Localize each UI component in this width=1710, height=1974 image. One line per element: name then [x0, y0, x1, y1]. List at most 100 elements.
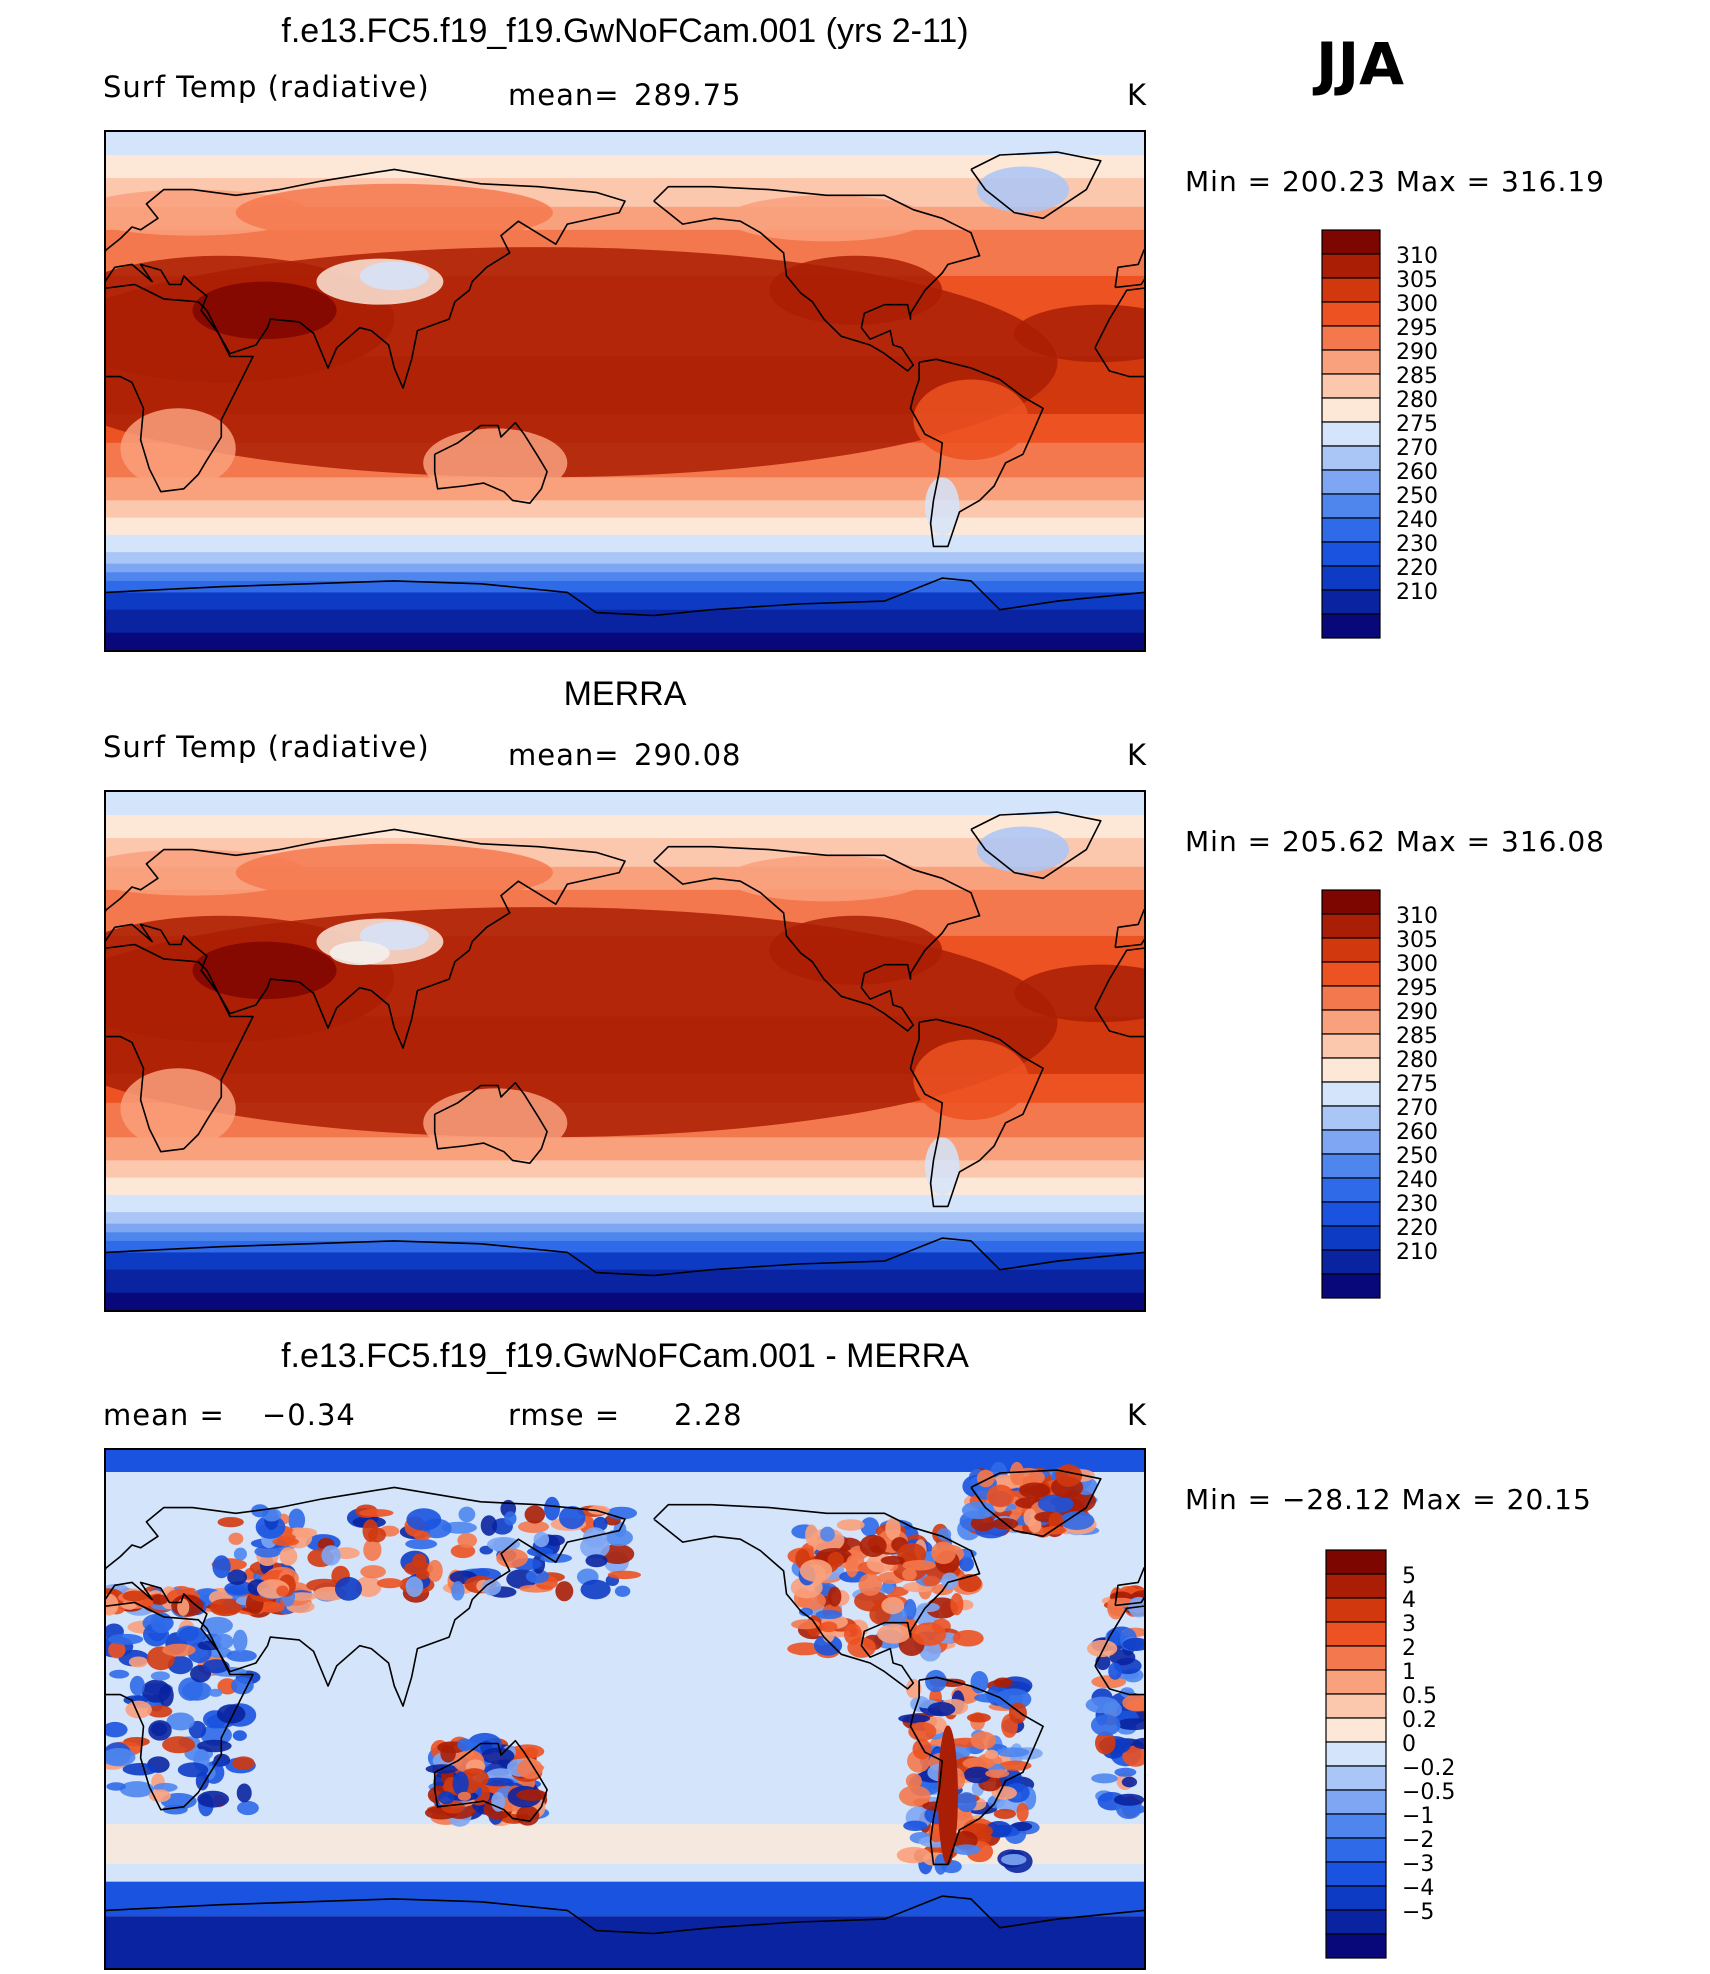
difference-patch: [405, 1538, 438, 1550]
difference-patch: [827, 1551, 844, 1568]
difference-patch: [217, 1517, 244, 1528]
temperature-region: [120, 1068, 236, 1149]
colorbar-tick-label: 275: [1396, 1072, 1438, 1097]
difference-patch: [517, 1520, 550, 1533]
difference-patch: [544, 1534, 565, 1546]
temperature-band: [106, 534, 1144, 553]
difference-patch: [1055, 1464, 1083, 1487]
difference-patch: [1108, 1662, 1122, 1680]
greenland-outline: [970, 811, 1102, 880]
temperature-band: [106, 552, 1144, 565]
temperature-band: [106, 1160, 1144, 1179]
temperature-band: [106, 815, 1144, 839]
difference-patch: [815, 1609, 843, 1620]
colorbar-tick-label: 295: [1396, 976, 1438, 1001]
panel3-units-label: K: [1127, 1398, 1148, 1432]
difference-patch: [885, 1517, 901, 1541]
difference-patch: [956, 1792, 977, 1813]
difference-patch: [931, 1541, 956, 1565]
colorbar-swatch: [1321, 493, 1381, 519]
difference-patch: [376, 1578, 403, 1589]
australia-outline: [433, 421, 548, 504]
difference-patch: [510, 1744, 545, 1759]
colorbar-swatch: [1325, 1741, 1387, 1767]
difference-patch: [859, 1534, 887, 1558]
temperature-region: [192, 941, 337, 1000]
temperature-band: [106, 609, 1144, 634]
temperature-region: [769, 915, 943, 985]
difference-patch: [125, 1700, 152, 1719]
colorbar-swatch: [1321, 1081, 1381, 1107]
colorbar-swatch: [1321, 1057, 1381, 1083]
colorbar-swatch: [1321, 517, 1381, 543]
colorbar-tick-label: 1: [1402, 1660, 1416, 1685]
colorbar-tick-label: 4: [1402, 1588, 1416, 1613]
colorbar-tick-label: −5: [1402, 1900, 1434, 1925]
colorbar-tick-label: 300: [1396, 952, 1438, 977]
difference-patch: [925, 1597, 959, 1619]
difference-patch: [1114, 1767, 1137, 1777]
difference-patch: [1109, 1649, 1136, 1666]
difference-patch: [905, 1678, 922, 1699]
panel2-variable-label: Surf Temp (radiative): [103, 730, 430, 764]
difference-patch: [481, 1747, 515, 1765]
colorbar-swatch: [1321, 301, 1381, 327]
difference-patch: [178, 1677, 204, 1701]
difference-patch: [146, 1705, 173, 1718]
panel1-mean-label: mean=: [508, 78, 620, 112]
colorbar-swatch: [1325, 1861, 1387, 1887]
temperature-region: [976, 826, 1070, 873]
north-america-outline: [653, 1503, 981, 1690]
colorbar-tick-label: −0.5: [1402, 1780, 1455, 1805]
difference-patch: [614, 1585, 631, 1597]
difference-patch: [236, 1783, 252, 1803]
difference-patch: [937, 1528, 952, 1541]
difference-patch: [902, 1568, 917, 1581]
colorbar-swatch: [1325, 1645, 1387, 1671]
difference-patch: [481, 1777, 514, 1787]
panel1-max-value: 316.19: [1501, 165, 1605, 198]
panel2-min-label: Min: [1185, 825, 1238, 858]
difference-patch: [481, 1579, 502, 1596]
difference-patch: [524, 1505, 546, 1524]
greenland-outline: [970, 151, 1102, 220]
panel3-mean-value: −0.34: [262, 1398, 356, 1432]
panel3-min-value: −28.12: [1281, 1483, 1392, 1516]
difference-patch: [1122, 1637, 1144, 1652]
difference-patch: [177, 1762, 209, 1778]
colorbar-tick-label: 250: [1396, 1144, 1438, 1169]
colorbar-swatch: [1321, 985, 1381, 1011]
difference-patch: [1037, 1494, 1074, 1514]
temperature-band: [106, 1232, 1144, 1242]
difference-patch: [996, 1747, 1030, 1758]
difference-patch: [880, 1555, 905, 1565]
panel2-minmax: Min = 205.62 Max = 316.08: [1185, 825, 1605, 858]
colorbar-tick-label: 3: [1402, 1612, 1416, 1637]
temperature-band: [106, 1252, 1144, 1271]
colorbar-tick-label: 220: [1396, 1216, 1438, 1241]
difference-patch: [845, 1555, 859, 1578]
difference-patch: [1090, 1714, 1121, 1737]
colorbar-swatch: [1321, 1153, 1381, 1179]
north-america-outline: [653, 185, 981, 372]
difference-patch: [966, 1713, 991, 1723]
temperature-region: [913, 1039, 1029, 1121]
australia-outline: [433, 1081, 548, 1164]
difference-patch: [224, 1581, 256, 1596]
panel1-minmax: Min = 200.23 Max = 316.19: [1185, 165, 1605, 198]
colorbar-swatch: [1321, 889, 1381, 915]
difference-patch: [902, 1560, 936, 1571]
colorbar-tick-label: 0.5: [1402, 1684, 1437, 1709]
colorbar-swatch: [1321, 1273, 1381, 1299]
difference-patch: [985, 1769, 1010, 1778]
difference-patch: [813, 1634, 843, 1656]
difference-patch: [1041, 1526, 1067, 1535]
colorbar-tick-label: 305: [1396, 268, 1438, 293]
temperature-band: [106, 1223, 1144, 1233]
panel3-rmse-value: 2.28: [674, 1398, 743, 1432]
difference-patch: [959, 1556, 974, 1572]
colorbar-swatch: [1321, 325, 1381, 351]
temperature-band: [106, 1212, 1144, 1225]
difference-patch: [950, 1593, 964, 1616]
difference-patch: [517, 1758, 543, 1779]
